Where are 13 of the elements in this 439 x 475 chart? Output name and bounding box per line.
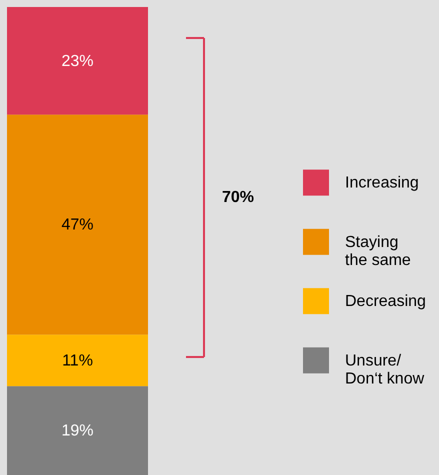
text: 70% bbox=[222, 189, 254, 206]
legend-label: Increasing bbox=[345, 174, 419, 192]
bar bbox=[7, 386, 148, 475]
bar bbox=[7, 114, 148, 335]
data-label: 47% bbox=[61, 216, 94, 234]
legend-label: Staying the same bbox=[345, 234, 411, 269]
data-label: 19% bbox=[61, 422, 94, 440]
data-label: 11% bbox=[62, 352, 93, 370]
legend-label: Unsure/ Don‘t know bbox=[345, 352, 425, 388]
bar bbox=[7, 7, 148, 115]
legend-label: Decreasing bbox=[345, 293, 426, 310]
data-label: 23% bbox=[61, 52, 94, 70]
bar bbox=[7, 334, 148, 386]
